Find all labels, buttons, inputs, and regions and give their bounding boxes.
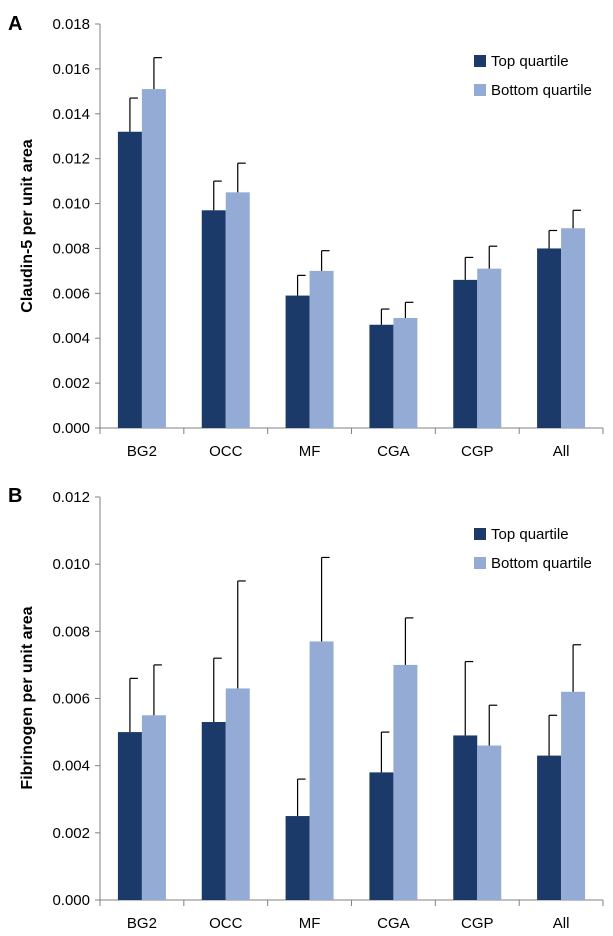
panel-a-bar-bottom-quartile: [225, 192, 250, 428]
panel-b-x-tick-label: OCC: [209, 915, 243, 931]
panel-b-x-tick-label: All: [553, 915, 570, 931]
panel-a-label: A: [8, 13, 22, 35]
panel-b-bar-bottom-quartile: [309, 641, 334, 900]
panel-b-bar-top-quartile: [285, 816, 310, 900]
panel-b-bar-top-quartile: [117, 732, 142, 900]
panel-b-bar-top-quartile: [201, 722, 226, 900]
panel-b-y-tick-label: 0.012: [52, 489, 90, 506]
panel-b-x-tick-label: BG2: [127, 915, 157, 931]
panel-b-bar-bottom-quartile: [225, 688, 250, 900]
panel-a-bar-top-quartile: [201, 210, 226, 428]
panel-b-legend-label: Bottom quartile: [491, 555, 592, 572]
panel-a: A Claudin-5 per unit area 0.000 0.002 0.00…: [8, 13, 604, 460]
panel-b-bar-top-quartile: [537, 755, 562, 900]
panel-a-bar-top-quartile: [453, 279, 478, 428]
panel-a-x-tick-label: CGP: [461, 443, 494, 460]
panel-a-y-axis-label: Claudin-5 per unit area: [19, 139, 36, 312]
panel-a-y-tick-label: 0.002: [52, 375, 90, 392]
panel-b-bar-bottom-quartile: [477, 745, 502, 900]
panel-a-legend-swatch: [474, 84, 486, 96]
panel-a-y-tick-label: 0.004: [52, 330, 90, 347]
panel-a-x-tick-label: All: [553, 443, 570, 460]
panel-b-y-axis-label: Fibrinogen per unit area: [19, 606, 36, 789]
panel-a-y-tick-label: 0.010: [52, 196, 90, 213]
panel-b-bar-top-quartile: [369, 772, 394, 900]
panel-a-y-tick-label: 0.012: [52, 151, 90, 168]
panel-a-bar-bottom-quartile: [141, 89, 166, 428]
panel-b-x-tick-label: CGP: [461, 915, 494, 931]
panel-b-label: B: [8, 485, 22, 507]
panel-b-y-tick-label: 0.002: [52, 825, 90, 842]
panel-a-bar-top-quartile: [537, 248, 562, 428]
panel-a-bar-bottom-quartile: [393, 318, 418, 428]
panel-a-y-tick-label: 0.018: [52, 16, 90, 33]
panel-a-legend-swatch: [474, 55, 486, 67]
panel-a-x-tick-label: CGA: [377, 443, 410, 460]
panel-a-bar-bottom-quartile: [561, 228, 586, 428]
panel-a-x-tick-label: BG2: [127, 443, 157, 460]
panel-a-y-tick-label: 0.016: [52, 61, 90, 78]
panel-a-y-tick-label: 0.008: [52, 240, 90, 257]
panel-a-bar-bottom-quartile: [477, 268, 502, 428]
panel-a-bar-top-quartile: [369, 324, 394, 428]
panel-a-bar-top-quartile: [285, 295, 310, 428]
panel-a-x-tick-label: OCC: [209, 443, 243, 460]
panel-a-legend-label: Bottom quartile: [491, 82, 592, 99]
panel-b-y-tick-label: 0.006: [52, 691, 90, 708]
panel-b: B Fibrinogen per unit area 0.000 0.002 0.0…: [8, 485, 604, 932]
panel-b-legend-swatch: [474, 528, 486, 540]
panel-b-legend-label: Top quartile: [491, 526, 569, 543]
panel-a-y-tick-label: 0.014: [52, 106, 90, 123]
panel-b-y-tick-label: 0.010: [52, 556, 90, 573]
panel-a-bar-bottom-quartile: [309, 270, 334, 428]
panel-b-bar-top-quartile: [453, 735, 478, 900]
panel-a-y-tick-label: 0.006: [52, 285, 90, 302]
panel-a-x-tick-label: MF: [299, 443, 321, 460]
panel-b-bar-bottom-quartile: [393, 664, 418, 900]
panel-a-bar-top-quartile: [117, 131, 142, 428]
panel-b-legend-swatch: [474, 557, 486, 569]
panel-b-x-tick-label: CGA: [377, 915, 410, 931]
panel-b-bar-bottom-quartile: [141, 715, 166, 900]
panel-b-y-tick-label: 0.008: [52, 623, 90, 640]
panel-a-legend-label: Top quartile: [491, 53, 569, 70]
panel-b-y-tick-label: 0.000: [52, 892, 90, 909]
panel-b-x-tick-label: MF: [299, 915, 321, 931]
panel-b-bar-bottom-quartile: [561, 691, 586, 900]
panel-b-y-tick-label: 0.004: [52, 758, 90, 775]
panel-a-y-tick-label: 0.000: [52, 420, 90, 437]
